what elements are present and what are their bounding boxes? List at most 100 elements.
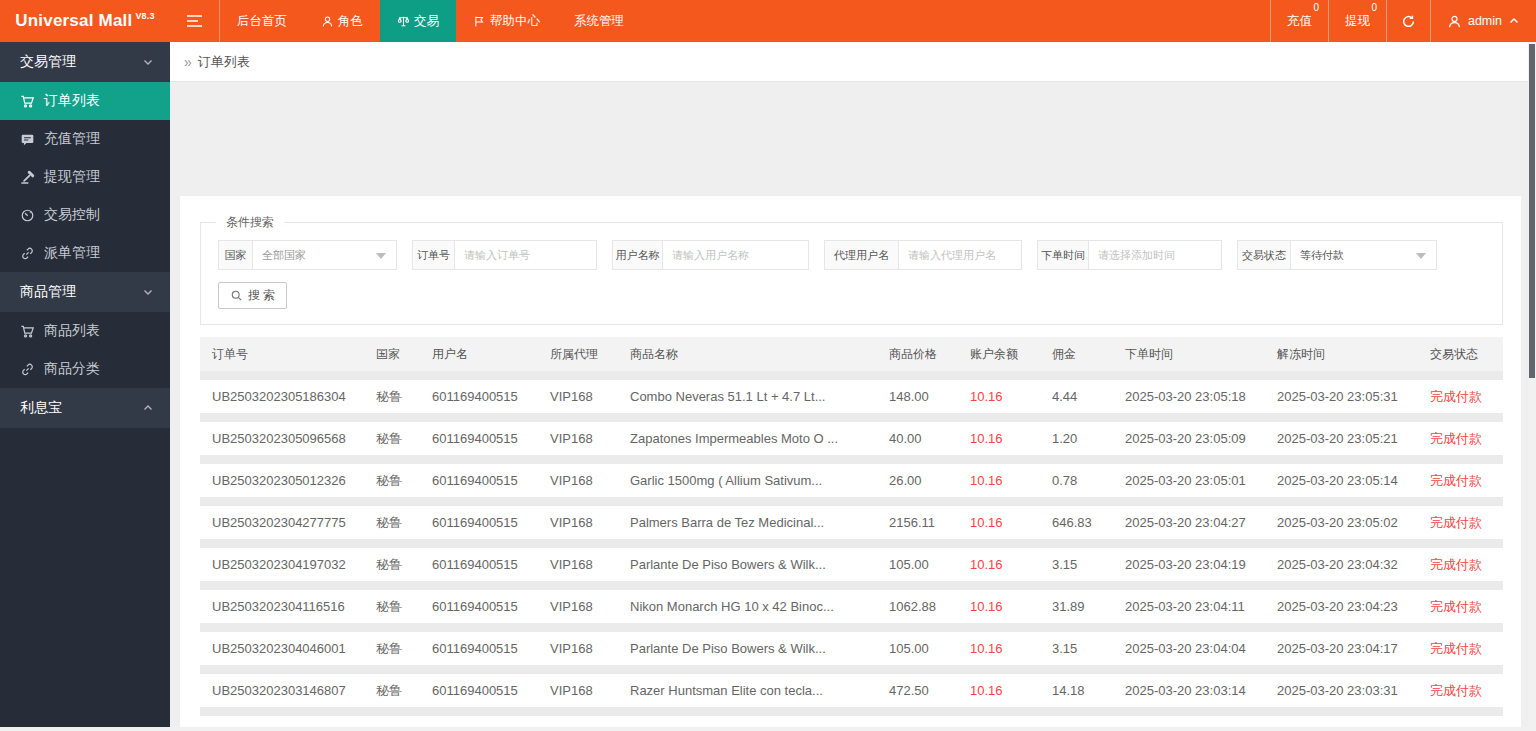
top-nav-label: 后台首页 bbox=[237, 13, 287, 30]
sidebar-item-派单管理[interactable]: 派单管理 bbox=[0, 234, 170, 272]
cell-price: 148.00 bbox=[877, 389, 958, 404]
cell-agent: VIP168 bbox=[538, 557, 618, 572]
table-row[interactable]: UB2503202305012326秘鲁601169400515VIP168Ga… bbox=[200, 464, 1503, 497]
cell-price: 1062.88 bbox=[877, 599, 958, 614]
cell-product: Parlante De Piso Bowers & Wilk... bbox=[618, 557, 877, 572]
sidebar-item-交易控制[interactable]: 交易控制 bbox=[0, 196, 170, 234]
table-row[interactable]: UB2503202304197032秘鲁601169400515VIP168Pa… bbox=[200, 548, 1503, 581]
withdraw-button[interactable]: 提现0 bbox=[1328, 0, 1386, 42]
cell-username: 601169400515 bbox=[420, 641, 538, 656]
sidebar-group-label: 交易管理 bbox=[20, 53, 76, 71]
table-row[interactable]: UB2503202304116516秘鲁601169400515VIP168Ni… bbox=[200, 590, 1503, 623]
sidebar: 交易管理订单列表充值管理提现管理交易控制派单管理商品管理商品列表商品分类利息宝 bbox=[0, 42, 170, 729]
cell-status: 完成付款 bbox=[1418, 556, 1498, 574]
brand-version: V8.3 bbox=[135, 11, 154, 21]
cell-product: Palmers Barra de Tez Medicinal... bbox=[618, 515, 877, 530]
cell-country: 秘鲁 bbox=[364, 640, 420, 658]
chevron-up-icon bbox=[142, 402, 154, 414]
cell-agent: VIP168 bbox=[538, 431, 618, 446]
sidebar-group-交易管理[interactable]: 交易管理 bbox=[0, 42, 170, 82]
table-row-partial bbox=[200, 716, 1503, 725]
table-row[interactable]: UB2503202304277775秘鲁601169400515VIP168Pa… bbox=[200, 506, 1503, 539]
recharge-label: 充值 bbox=[1287, 13, 1312, 30]
filter-国家: 国家全部国家 bbox=[218, 240, 397, 270]
card-icon bbox=[20, 132, 35, 147]
sidebar-group-利息宝[interactable]: 利息宝 bbox=[0, 388, 170, 428]
sidebar-item-商品分类[interactable]: 商品分类 bbox=[0, 350, 170, 388]
refresh-button[interactable] bbox=[1386, 0, 1430, 42]
cell-order_time: 2025-03-20 23:03:14 bbox=[1113, 683, 1265, 698]
table-body: UB2503202305186304秘鲁601169400515VIP168Co… bbox=[200, 371, 1503, 725]
filter-label: 用户名称 bbox=[612, 240, 663, 270]
top-nav-label: 帮助中心 bbox=[490, 13, 540, 30]
table-row[interactable]: UB2503202305186304秘鲁601169400515VIP168Co… bbox=[200, 380, 1503, 413]
sidebar-item-提现管理[interactable]: 提现管理 bbox=[0, 158, 170, 196]
cell-order_no: UB2503202304277775 bbox=[200, 515, 364, 530]
cell-balance: 10.16 bbox=[958, 389, 1040, 404]
cell-commission: 31.89 bbox=[1040, 599, 1113, 614]
cell-order_no: UB2503202304116516 bbox=[200, 599, 364, 614]
sidebar-group-label: 商品管理 bbox=[20, 283, 76, 301]
vertical-scrollbar[interactable] bbox=[1528, 42, 1536, 731]
column-header-order_time: 下单时间 bbox=[1113, 346, 1265, 363]
flag-icon bbox=[473, 15, 486, 28]
withdraw-badge: 0 bbox=[1371, 2, 1377, 13]
search-fieldset: 条件搜索 国家全部国家订单号请输入订单号用户名称请输入用户名称代理用户名请输入代… bbox=[200, 222, 1503, 325]
cell-order_no: UB2503202303146807 bbox=[200, 683, 364, 698]
cell-commission: 1.20 bbox=[1040, 431, 1113, 446]
cell-order_no: UB2503202305186304 bbox=[200, 389, 364, 404]
cell-order_no: UB2503202304046001 bbox=[200, 641, 364, 656]
search-button-label: 搜 索 bbox=[248, 287, 275, 304]
cell-commission: 4.44 bbox=[1040, 389, 1113, 404]
cell-price: 2156.11 bbox=[877, 515, 958, 530]
cell-country: 秘鲁 bbox=[364, 388, 420, 406]
table-row[interactable]: UB2503202305096568秘鲁601169400515VIP168Za… bbox=[200, 422, 1503, 455]
column-header-agent: 所属代理 bbox=[538, 346, 618, 363]
top-nav-item-3[interactable]: 帮助中心 bbox=[456, 0, 557, 42]
filter-input[interactable]: 请选择添加时间 bbox=[1089, 240, 1222, 270]
user-menu-button[interactable]: admin bbox=[1430, 0, 1536, 42]
cell-username: 601169400515 bbox=[420, 473, 538, 488]
sidebar-item-label: 派单管理 bbox=[44, 244, 100, 262]
top-nav-item-4[interactable]: 系统管理 bbox=[557, 0, 641, 42]
table-row[interactable]: UB2503202304046001秘鲁601169400515VIP168Pa… bbox=[200, 632, 1503, 665]
cell-agent: VIP168 bbox=[538, 599, 618, 614]
vertical-scrollbar-thumb[interactable] bbox=[1529, 44, 1535, 378]
breadcrumb-arrows-icon: » bbox=[184, 54, 192, 70]
filter-用户名称: 用户名称请输入用户名称 bbox=[612, 240, 809, 270]
column-header-country: 国家 bbox=[364, 346, 420, 363]
sidebar-item-充值管理[interactable]: 充值管理 bbox=[0, 120, 170, 158]
brand-logo: Universal MallV8.3 bbox=[0, 0, 170, 42]
cell-username: 601169400515 bbox=[420, 683, 538, 698]
filter-select[interactable]: 等待付款 bbox=[1291, 240, 1437, 270]
column-header-balance: 账户余额 bbox=[958, 346, 1040, 363]
cell-username: 601169400515 bbox=[420, 431, 538, 446]
cell-agent: VIP168 bbox=[538, 515, 618, 530]
filter-input[interactable]: 请输入订单号 bbox=[455, 240, 597, 270]
top-nav-item-0[interactable]: 后台首页 bbox=[220, 0, 304, 42]
cell-balance: 10.16 bbox=[958, 473, 1040, 488]
cell-unfreeze_time: 2025-03-20 23:04:17 bbox=[1265, 641, 1418, 656]
cell-agent: VIP168 bbox=[538, 389, 618, 404]
sidebar-group-商品管理[interactable]: 商品管理 bbox=[0, 272, 170, 312]
orders-table: 订单号国家用户名所属代理商品名称商品价格账户余额佣金下单时间解冻时间交易状态 U… bbox=[200, 337, 1503, 725]
filter-input[interactable]: 请输入用户名称 bbox=[663, 240, 809, 270]
sidebar-item-订单列表[interactable]: 订单列表 bbox=[0, 82, 170, 120]
top-nav-item-1[interactable]: 角色 bbox=[304, 0, 380, 42]
chevron-down-icon bbox=[142, 286, 154, 298]
cell-balance: 10.16 bbox=[958, 431, 1040, 446]
main-content: 条件搜索 国家全部国家订单号请输入订单号用户名称请输入用户名称代理用户名请输入代… bbox=[170, 82, 1528, 728]
hamburger-icon bbox=[186, 14, 203, 28]
chevron-down-icon bbox=[142, 56, 154, 68]
filter-select[interactable]: 全部国家 bbox=[253, 240, 397, 270]
filter-input[interactable]: 请输入代理用户名 bbox=[899, 240, 1022, 270]
top-nav-item-2[interactable]: 交易 bbox=[380, 0, 456, 42]
cell-unfreeze_time: 2025-03-20 23:04:32 bbox=[1265, 557, 1418, 572]
search-button[interactable]: 搜 索 bbox=[218, 282, 287, 309]
table-row[interactable]: UB2503202303146807秘鲁601169400515VIP168Ra… bbox=[200, 674, 1503, 707]
hamburger-button[interactable] bbox=[170, 0, 220, 42]
recharge-button[interactable]: 充值0 bbox=[1270, 0, 1328, 42]
cell-balance: 10.16 bbox=[958, 641, 1040, 656]
cell-username: 601169400515 bbox=[420, 557, 538, 572]
sidebar-item-商品列表[interactable]: 商品列表 bbox=[0, 312, 170, 350]
